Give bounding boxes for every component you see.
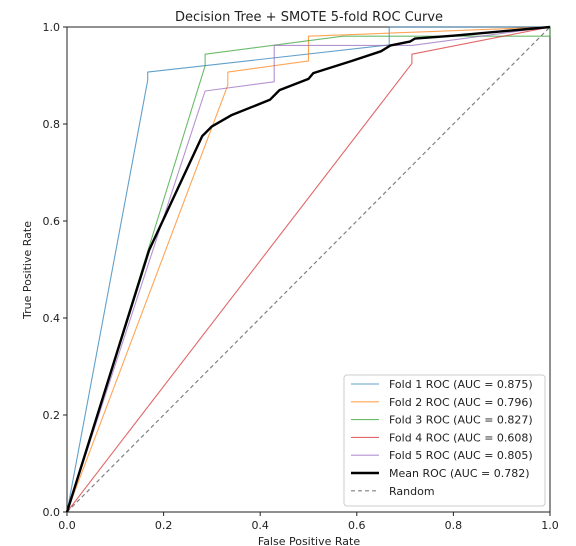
x-tick-label: 0.4 bbox=[251, 519, 269, 532]
legend-label: Fold 5 ROC (AUC = 0.805) bbox=[389, 449, 533, 462]
legend-label: Fold 3 ROC (AUC = 0.827) bbox=[389, 414, 533, 427]
x-tick-label: 0.0 bbox=[58, 519, 76, 532]
series-line-4 bbox=[66, 26, 551, 513]
y-tick-label: 0.4 bbox=[43, 312, 61, 325]
y-tick-label: 0.6 bbox=[43, 215, 61, 228]
series-line-1 bbox=[66, 26, 550, 513]
legend-label: Fold 4 ROC (AUC = 0.608) bbox=[389, 431, 533, 444]
legend: Fold 1 ROC (AUC = 0.875) Fold 2 ROC (AUC … bbox=[343, 374, 546, 507]
y-tick-label: 0.2 bbox=[43, 409, 61, 422]
series-line-5 bbox=[66, 26, 551, 513]
legend-label: Fold 1 ROC (AUC = 0.875) bbox=[389, 378, 533, 391]
y-tick-label: 0.0 bbox=[43, 506, 61, 519]
chart-title: Decision Tree + SMOTE 5-fold ROC Curve bbox=[175, 10, 443, 25]
x-tick-label: 1.0 bbox=[541, 519, 559, 532]
series-layer bbox=[65, 25, 551, 513]
legend-box bbox=[343, 374, 546, 507]
series-line-7 bbox=[66, 26, 551, 513]
y-axis-label: True Positive Rate bbox=[21, 221, 34, 320]
y-tick-label: 1.0 bbox=[43, 21, 61, 34]
x-tick-label: 0.6 bbox=[348, 519, 366, 532]
y-axis: 0.0 0.2 0.4 0.6 0.8 1.0 bbox=[43, 21, 67, 519]
series-line-2 bbox=[66, 26, 551, 513]
series-line-6 bbox=[65, 25, 551, 513]
x-axis: 0.0 0.2 0.4 0.6 0.8 1.0 bbox=[58, 512, 559, 532]
x-tick-label: 0.8 bbox=[445, 519, 463, 532]
legend-label: Fold 2 ROC (AUC = 0.796) bbox=[389, 396, 533, 409]
x-axis-label: False Positive Rate bbox=[258, 535, 360, 546]
y-tick-label: 0.8 bbox=[43, 118, 61, 131]
plot-frame bbox=[66, 26, 551, 513]
legend-label: Mean ROC (AUC = 0.782) bbox=[389, 467, 530, 480]
x-tick-label: 0.2 bbox=[155, 519, 173, 532]
legend-label: Random bbox=[389, 485, 435, 498]
